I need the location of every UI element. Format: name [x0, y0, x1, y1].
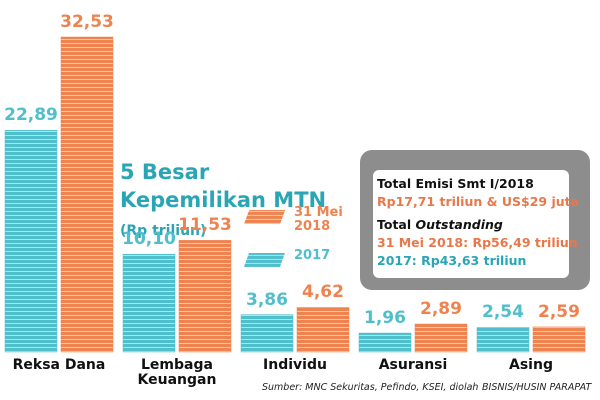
- legend-label: 31 Mei 2018: [294, 205, 343, 235]
- bar: [240, 314, 294, 353]
- bar: [476, 327, 530, 353]
- legend-swatch: [243, 253, 285, 267]
- bar: [178, 240, 232, 353]
- bar: [122, 253, 176, 353]
- info-outstanding-heading: Total Outstanding: [377, 217, 565, 232]
- bar: [296, 307, 350, 353]
- info-outstanding-2018: 31 Mei 2018: Rp56,49 triliun: [377, 235, 578, 250]
- chart-title-block: 5 Besar Kepemilikan MTN (Rp triliun): [120, 158, 355, 245]
- value-label: 22,89: [4, 105, 58, 126]
- value-label: 11,53: [178, 215, 232, 236]
- chart-subtitle: (Rp triliun): [120, 223, 207, 239]
- bar: [4, 130, 58, 353]
- value-label: 10,10: [122, 229, 176, 250]
- credit: BISNIS/HUSIN PARAPAT: [482, 382, 592, 393]
- x-tick-label: Asing: [509, 357, 553, 373]
- value-label: 2,54: [482, 302, 524, 323]
- value-label: 2,59: [538, 301, 580, 322]
- info-outstanding-text: Total: [377, 217, 412, 232]
- bar: [532, 326, 586, 353]
- info-emission: Rp17,71 triliun & US$29 juta: [377, 194, 580, 209]
- info-outstanding-emphasis: Outstanding: [415, 217, 503, 232]
- legend-label: 2017: [294, 248, 331, 263]
- value-label: 4,62: [302, 282, 344, 303]
- x-tick-label: Individu: [263, 357, 327, 373]
- x-tick-label: Lembaga Keuangan: [137, 357, 217, 389]
- value-label: 2,89: [420, 299, 462, 319]
- legend-swatch: [244, 210, 286, 224]
- bar: [60, 36, 114, 353]
- info-heading: Total Emisi Smt I/2018: [377, 176, 534, 191]
- bar: [414, 323, 468, 353]
- x-tick-label: Asuransi: [378, 357, 448, 373]
- x-tick-label: Reksa Dana: [12, 357, 106, 373]
- bar: [358, 332, 412, 353]
- chart-title: 5 Besar Kepemilikan MTN: [120, 160, 327, 212]
- info-outstanding-2017: 2017: Rp43,63 triliun: [377, 253, 527, 268]
- source: Sumber: MNC Sekuritas, Pefindo, KSEI, di…: [262, 382, 479, 393]
- value-label: 32,53: [60, 12, 114, 32]
- info-box: Total Emisi Smt I/2018 Rp17,71 triliun &…: [373, 170, 580, 278]
- value-label: 1,96: [364, 308, 406, 329]
- value-label: 3,86: [246, 289, 288, 310]
